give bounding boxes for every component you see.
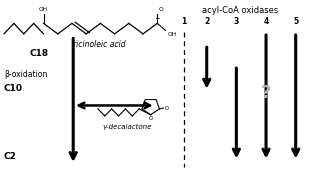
Text: C10: C10 xyxy=(4,83,23,93)
Text: O: O xyxy=(165,106,169,111)
Text: 4: 4 xyxy=(263,17,269,26)
Text: 1: 1 xyxy=(181,17,186,26)
Text: OH: OH xyxy=(167,32,176,37)
Text: 2: 2 xyxy=(204,17,209,26)
Text: O: O xyxy=(149,116,153,121)
Text: γ-decalactone: γ-decalactone xyxy=(103,124,152,130)
Text: ?: ? xyxy=(261,84,271,102)
Text: C2: C2 xyxy=(4,152,17,161)
Text: 3: 3 xyxy=(234,17,239,26)
Text: ricinoleic acid: ricinoleic acid xyxy=(73,40,126,49)
Text: O: O xyxy=(159,7,164,12)
Text: C18: C18 xyxy=(29,49,48,58)
Text: β-oxidation: β-oxidation xyxy=(4,70,47,78)
Text: acyl-CoA oxidases: acyl-CoA oxidases xyxy=(202,6,278,15)
Text: OH: OH xyxy=(39,7,48,12)
Text: 5: 5 xyxy=(293,17,298,26)
